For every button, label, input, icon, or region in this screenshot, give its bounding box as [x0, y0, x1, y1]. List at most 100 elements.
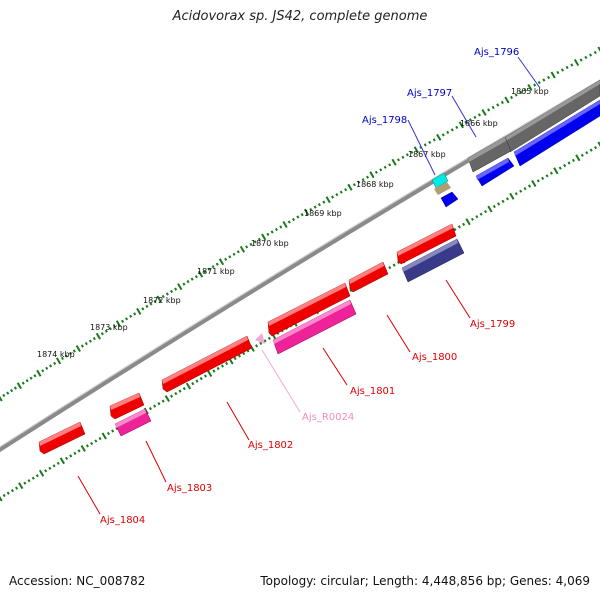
tick-mark	[38, 469, 45, 477]
tick-mark	[182, 386, 186, 391]
gene-label-ajs-1798[interactable]: Ajs_1798	[362, 115, 407, 126]
tick-mark	[347, 183, 353, 191]
tick-mark	[203, 270, 207, 274]
gene-label-ajs-1803[interactable]: Ajs_1803	[167, 483, 212, 494]
tick-mark	[170, 289, 174, 294]
tick-mark	[95, 332, 101, 340]
gene-label-ajs-r0024[interactable]: Ajs_R0024	[302, 412, 354, 423]
tick-mark	[129, 314, 133, 318]
tick-mark	[212, 369, 216, 373]
tick-mark	[335, 193, 339, 197]
tick-mark	[379, 168, 383, 172]
tick-mark	[514, 192, 518, 196]
tick-mark	[388, 265, 392, 270]
tick-mark	[245, 245, 249, 249]
gene-label-ajs-1799[interactable]: Ajs_1799	[470, 319, 515, 330]
tick-mark	[237, 354, 241, 358]
tick-mark	[542, 78, 546, 82]
tick-mark	[309, 207, 313, 212]
tick-mark	[366, 175, 370, 179]
tick-mark	[322, 200, 326, 204]
tick-mark	[589, 148, 593, 152]
gene-ajs-1803-shape[interactable]	[109, 392, 145, 420]
tick-mark	[597, 141, 600, 147]
tick-mark	[195, 379, 199, 383]
tick-mark	[405, 153, 409, 157]
kbp-label: 1869 kbp	[304, 209, 342, 218]
kbp-label: 1872 kbp	[143, 296, 181, 305]
tick-mark	[453, 227, 457, 232]
tick-mark	[6, 491, 10, 495]
gene-ajs-1797-shape[interactable]	[467, 136, 512, 173]
tick-mark	[441, 133, 445, 137]
tick-mark	[249, 242, 253, 247]
tick-mark	[153, 299, 157, 304]
tick-mark	[388, 163, 392, 167]
kbp-label: 1870 kbp	[251, 239, 289, 248]
gene-label-ajs-1797[interactable]: Ajs_1797	[407, 88, 452, 99]
tick-mark	[533, 83, 537, 87]
tick-mark	[68, 351, 72, 356]
gene-ajs-1801-shape[interactable]	[267, 282, 351, 337]
tick-mark	[80, 344, 84, 348]
gene-label-ajs-1804[interactable]: Ajs_1804	[100, 515, 145, 526]
tick-mark	[331, 195, 335, 199]
gene-label-ajs-1800[interactable]: Ajs_1800	[412, 352, 457, 363]
tick-mark	[190, 277, 194, 281]
tick-mark	[523, 88, 527, 92]
tick-mark	[2, 393, 6, 398]
tick-mark	[23, 481, 27, 485]
gene-label-ajs-1801[interactable]: Ajs_1801	[350, 386, 395, 397]
gene-ajs-r0024-shape[interactable]	[255, 333, 265, 344]
kbp-labels: 1865 kbp 1866 kbp 1867 kbp 1868 kbp 1869…	[37, 87, 549, 359]
tick-mark	[207, 267, 211, 271]
tick-mark	[136, 307, 142, 315]
tick-mark	[194, 275, 198, 279]
tick-mark	[558, 166, 562, 170]
tick-mark	[419, 145, 423, 149]
tick-mark	[391, 158, 397, 166]
tick-mark	[344, 188, 348, 192]
kbp-label: 1873 kbp	[90, 323, 128, 332]
tick-mark	[274, 227, 278, 232]
tick-mark	[133, 312, 137, 316]
gene-ajs-1798-shape[interactable]	[431, 172, 449, 189]
tick-mark	[59, 457, 65, 465]
tick-mark	[392, 263, 396, 267]
tick-mark	[35, 474, 39, 478]
tick-mark	[10, 388, 14, 393]
tick-mark	[589, 53, 593, 57]
tick-mark	[85, 444, 89, 448]
tick-mark	[465, 218, 471, 226]
tick-mark	[563, 163, 567, 168]
tick-mark	[220, 364, 224, 368]
gene-label-ajs-1802[interactable]: Ajs_1802	[248, 440, 293, 451]
gene-label-ajs-1796[interactable]: Ajs_1796	[474, 47, 519, 58]
tick-mark	[585, 151, 589, 155]
tick-mark	[317, 202, 321, 207]
kbp-label: 1874 kbp	[37, 350, 75, 359]
tick-mark	[104, 329, 108, 333]
tick-mark	[519, 189, 523, 193]
tick-mark	[565, 65, 569, 70]
tick-mark	[396, 158, 400, 162]
tick-mark	[218, 258, 225, 266]
tick-mark	[115, 320, 122, 328]
tick-mark	[504, 96, 510, 104]
tick-mark	[44, 469, 48, 473]
tick-mark	[69, 454, 73, 458]
tick-mark	[21, 381, 25, 385]
tick-mark	[505, 197, 509, 201]
tick-mark	[261, 233, 267, 241]
gene-blue-tiny-shape[interactable]	[440, 191, 459, 208]
tick-mark	[579, 58, 583, 62]
tick-mark	[545, 174, 549, 178]
tick-mark	[573, 58, 580, 67]
tick-mark	[88, 339, 92, 343]
tick-mark	[352, 183, 356, 187]
tick-mark	[15, 486, 19, 490]
tick-mark	[239, 245, 246, 253]
tick-mark	[501, 199, 505, 204]
kbp-label: 1865 kbp	[511, 87, 549, 96]
tick-mark	[497, 202, 501, 206]
